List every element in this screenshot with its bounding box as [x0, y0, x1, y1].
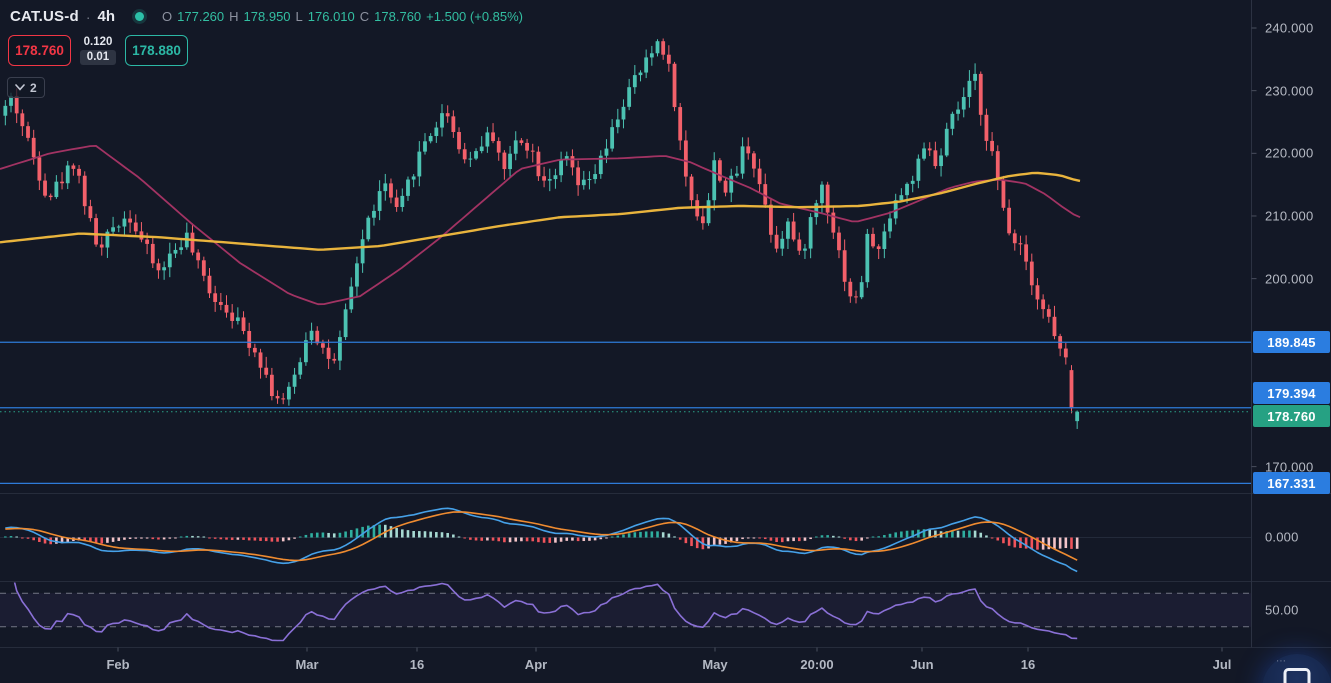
low-label: L	[295, 9, 303, 24]
price-tick-label: 230.000	[1265, 83, 1314, 99]
time-tick-label: 16	[409, 657, 425, 672]
price-tick-label: 0.000	[1265, 529, 1299, 545]
change-value: +1.500 (+0.85%)	[426, 9, 524, 24]
close-label: C	[359, 9, 370, 24]
indicators-count: 2	[30, 80, 37, 95]
high-label: H	[229, 9, 239, 24]
time-scale[interactable]: Feb Mar 16 Apr May 20:00 Jun 16 Jul	[0, 648, 1251, 683]
price-badge: 167.331	[1253, 472, 1330, 494]
time-tick-label: Jul	[1212, 657, 1232, 672]
price-badge: 189.845	[1253, 331, 1330, 353]
spread-display: 0.120 0.01	[77, 35, 119, 66]
order-widget: 178.760 0.120 0.01 178.880	[8, 35, 188, 66]
price-tick-label: 210.000	[1265, 208, 1314, 224]
indicators-collapse-button[interactable]: 2	[7, 77, 45, 98]
timeframe-label: 4h	[97, 8, 116, 25]
candles-layer	[0, 38, 1081, 429]
symbol-legend: CAT.US-d · 4h O 177.260 H 178.950 L 176.…	[10, 8, 523, 25]
sell-button[interactable]: 178.760	[8, 35, 71, 66]
ma-line	[0, 145, 1081, 306]
panel-icon	[1283, 668, 1311, 683]
legend-separator: ·	[85, 8, 91, 25]
open-value: 177.260	[177, 9, 225, 24]
low-value: 176.010	[307, 9, 355, 24]
time-tick-label: Jun	[910, 657, 934, 672]
lot-size-value[interactable]: 0.01	[79, 50, 117, 65]
buy-button[interactable]: 178.880	[125, 35, 188, 66]
ellipsis-dots: ⋯	[1276, 656, 1287, 667]
price-badge: 178.760	[1253, 405, 1330, 427]
chevron-down-icon	[15, 84, 25, 91]
spread-value: 0.120	[83, 36, 113, 48]
price-tick-label: 50.00	[1265, 602, 1299, 618]
time-tick-label: May	[702, 657, 728, 672]
time-tick-label: Apr	[524, 657, 548, 672]
rsi-layer	[0, 592, 1252, 628]
price-scale[interactable]: 240.000 230.000 220.000 210.000 200.000 170.0…	[1251, 0, 1331, 648]
price-tick-label: 170.000	[1265, 459, 1314, 475]
time-tick-label: 20:00	[800, 657, 834, 672]
price-tick-label: 200.000	[1265, 271, 1314, 287]
close-value: 178.760	[374, 9, 422, 24]
open-label: O	[162, 9, 173, 24]
symbol-name: CAT.US-d	[10, 8, 79, 25]
high-value: 178.950	[243, 9, 291, 24]
macd-layer	[0, 507, 1252, 573]
price-tick-label: 240.000	[1265, 20, 1314, 36]
time-tick-label: Mar	[295, 657, 319, 672]
price-tick-label: 220.000	[1265, 145, 1314, 161]
ohlc-values: O 177.260 H 178.950 L 176.010 C 178.760 …	[162, 9, 523, 24]
time-tick-label: 16	[1020, 657, 1036, 672]
time-tick-label: Feb	[106, 657, 130, 672]
market-status-icon	[135, 12, 145, 21]
price-badge: 179.394	[1253, 382, 1330, 404]
ma-line	[0, 171, 1081, 251]
